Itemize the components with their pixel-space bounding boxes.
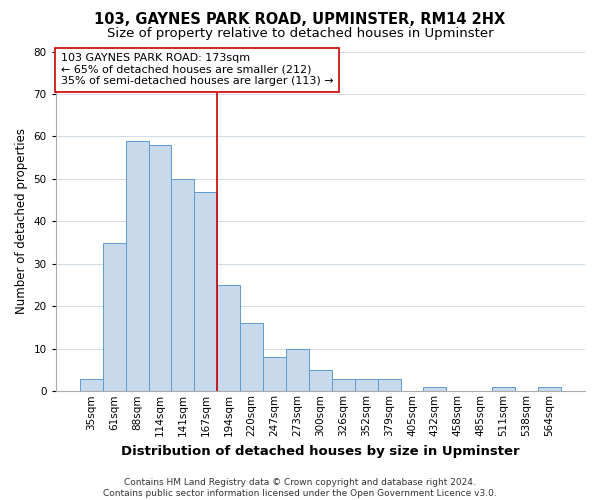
Y-axis label: Number of detached properties: Number of detached properties <box>15 128 28 314</box>
Bar <box>355 378 377 392</box>
Bar <box>125 140 149 392</box>
Bar <box>492 387 515 392</box>
Bar <box>286 349 309 392</box>
Bar <box>332 378 355 392</box>
X-axis label: Distribution of detached houses by size in Upminster: Distribution of detached houses by size … <box>121 444 520 458</box>
Text: 103 GAYNES PARK ROAD: 173sqm
← 65% of detached houses are smaller (212)
35% of s: 103 GAYNES PARK ROAD: 173sqm ← 65% of de… <box>61 53 334 86</box>
Text: 103, GAYNES PARK ROAD, UPMINSTER, RM14 2HX: 103, GAYNES PARK ROAD, UPMINSTER, RM14 2… <box>94 12 506 28</box>
Bar <box>80 378 103 392</box>
Bar <box>172 179 194 392</box>
Text: Contains HM Land Registry data © Crown copyright and database right 2024.
Contai: Contains HM Land Registry data © Crown c… <box>103 478 497 498</box>
Bar <box>217 285 240 392</box>
Bar <box>377 378 401 392</box>
Bar <box>103 242 125 392</box>
Bar <box>538 387 561 392</box>
Bar <box>424 387 446 392</box>
Bar <box>263 358 286 392</box>
Text: Size of property relative to detached houses in Upminster: Size of property relative to detached ho… <box>107 28 493 40</box>
Bar <box>240 324 263 392</box>
Bar <box>149 145 172 392</box>
Bar <box>309 370 332 392</box>
Bar <box>194 192 217 392</box>
